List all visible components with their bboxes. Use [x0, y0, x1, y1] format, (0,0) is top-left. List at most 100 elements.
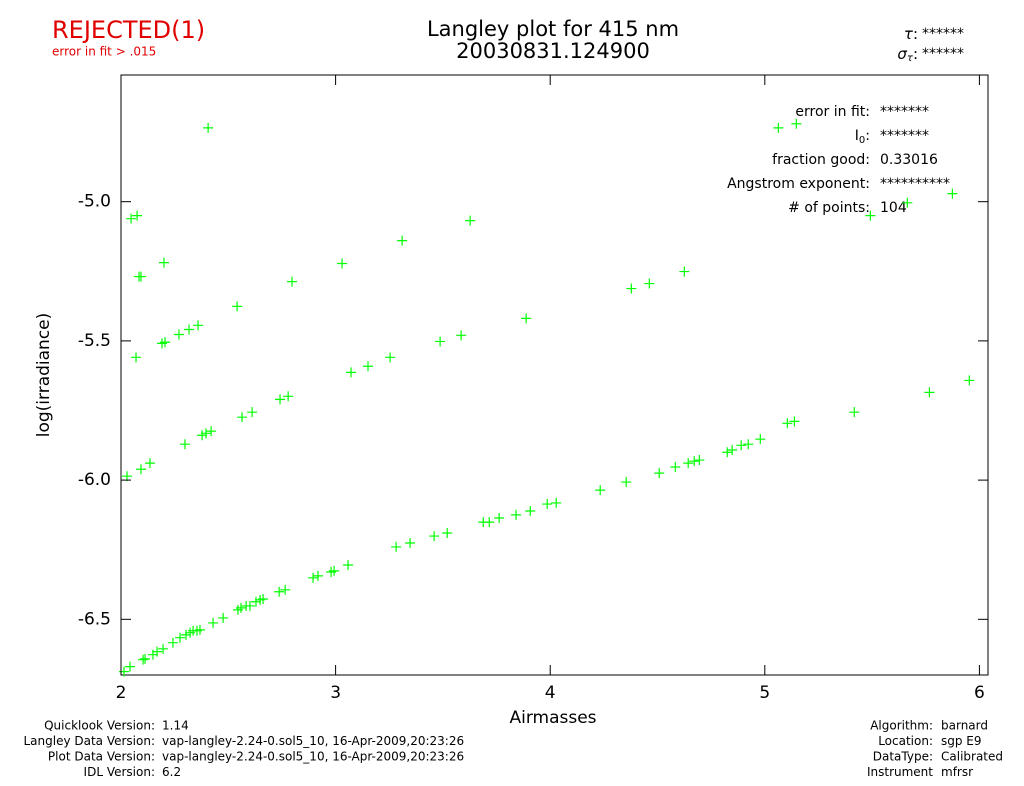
point	[511, 509, 522, 520]
footer-label: Location:	[878, 734, 933, 748]
point	[621, 477, 632, 488]
point	[337, 258, 348, 269]
stat-label-text: I	[855, 128, 859, 144]
point	[250, 596, 261, 607]
point	[206, 426, 217, 437]
point	[313, 570, 324, 581]
point	[194, 624, 205, 635]
point	[247, 407, 258, 418]
stat-value: *******	[880, 104, 929, 120]
footer-value: vap-langley-2.24-0.sol5_10, 16-Apr-2009,…	[162, 734, 464, 748]
point	[232, 301, 243, 312]
point	[791, 118, 802, 129]
point	[175, 632, 186, 643]
point	[736, 440, 747, 451]
points	[119, 118, 975, 677]
footer: Quicklook Version: 1.14 Langley Data Versi…	[23, 719, 1003, 780]
point	[405, 538, 416, 549]
point	[135, 464, 146, 475]
point	[274, 586, 285, 597]
tau-label: τ:	[904, 25, 918, 43]
sigma-symbol: σ	[897, 45, 907, 63]
stat-value: **********	[880, 176, 950, 192]
stat-value: 0.33016	[880, 152, 938, 168]
point	[902, 197, 913, 208]
sigma-sub: τ	[907, 53, 914, 64]
sigma-label: στ:	[897, 45, 918, 65]
point	[644, 278, 655, 289]
point	[193, 320, 204, 331]
point	[865, 210, 876, 221]
footer-value: 6.2	[162, 765, 181, 779]
point	[158, 257, 169, 268]
point	[237, 412, 248, 423]
point	[283, 391, 294, 402]
point	[218, 612, 229, 623]
point	[144, 458, 155, 469]
stat-label: # of points:	[788, 200, 870, 216]
point	[167, 637, 178, 648]
point	[789, 416, 800, 427]
y-tick-label: -5.5	[78, 331, 111, 351]
point	[626, 283, 637, 294]
point	[126, 213, 137, 224]
stat-label-text: fraction good:	[772, 152, 870, 168]
footer-value: barnard	[941, 719, 988, 733]
point	[456, 330, 467, 341]
stat-label-text: # of points:	[788, 200, 870, 216]
point	[755, 434, 766, 445]
footer-label: Langley Data Version:	[23, 734, 155, 748]
point	[484, 517, 495, 528]
tau-symbol: τ	[904, 25, 914, 43]
point	[694, 455, 705, 466]
stat-label: I0:	[855, 128, 870, 146]
stat-label-tail: :	[865, 128, 870, 144]
point	[924, 387, 935, 398]
sigma-colon: :	[913, 45, 918, 63]
stat-label-text: error in fit:	[795, 104, 870, 120]
footer-label: Plot Data Version:	[48, 750, 155, 764]
point	[125, 661, 136, 672]
point	[551, 497, 562, 508]
footer-label: Algorithm:	[870, 719, 933, 733]
stat-label: fraction good:	[772, 152, 870, 168]
point	[525, 506, 536, 517]
point	[132, 210, 143, 221]
point	[235, 602, 246, 613]
point	[397, 235, 408, 246]
point	[727, 445, 738, 456]
y-tick-label: -5.0	[78, 192, 111, 212]
point	[683, 458, 694, 469]
point	[947, 188, 958, 199]
footer-value: sgp E9	[941, 734, 982, 748]
point	[435, 336, 446, 347]
footer-label: Quicklook Version:	[44, 719, 155, 733]
footer-value: 1.14	[162, 719, 189, 733]
point	[308, 572, 319, 583]
stat-label-sub: 0	[859, 135, 865, 146]
point	[244, 600, 255, 611]
point	[363, 361, 374, 372]
point	[135, 271, 146, 282]
point	[287, 276, 298, 287]
chart-title: Langley plot for 415 nm	[427, 17, 679, 41]
point	[722, 447, 733, 458]
point	[542, 499, 553, 510]
point	[465, 215, 476, 226]
point	[203, 122, 214, 133]
footer-value: Calibrated	[941, 750, 1003, 764]
stat-label: error in fit:	[795, 104, 870, 120]
x-axis-label: Airmasses	[509, 708, 596, 728]
status: REJECTED(1)	[52, 16, 205, 44]
tau-colon: :	[913, 25, 918, 43]
point	[595, 485, 606, 496]
point	[654, 468, 665, 479]
point	[679, 266, 690, 277]
point	[670, 462, 681, 473]
point	[343, 560, 354, 571]
point	[258, 593, 269, 604]
stat-value: *******	[880, 128, 929, 144]
y-axis-label: log(irradiance)	[34, 313, 54, 438]
